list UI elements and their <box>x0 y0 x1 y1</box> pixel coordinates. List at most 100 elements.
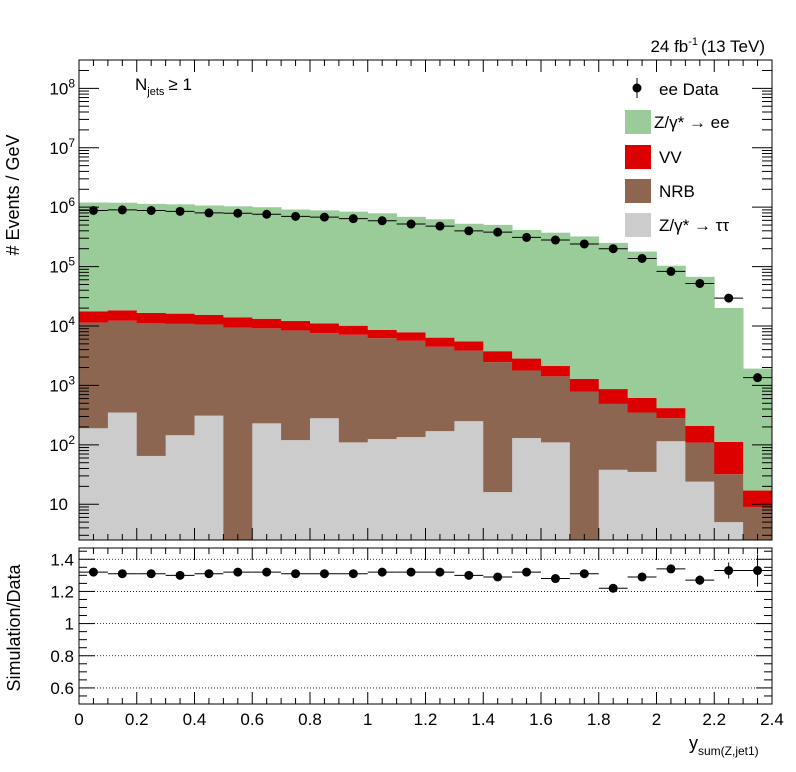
x-tick-label: 0.4 <box>183 710 207 729</box>
bar-vv-bin-8 <box>310 323 340 334</box>
ratio-y-tick-label: 1.4 <box>50 550 74 569</box>
bar-nrb-bin-1 <box>107 320 138 413</box>
bar-z-ee-bin-19 <box>627 251 657 398</box>
bar-z-ee-bin-3 <box>165 204 195 314</box>
main-y-tick-label: 103 <box>49 373 75 395</box>
bar-vv-bin-5 <box>223 317 253 328</box>
bar-nrb-bin-16 <box>541 376 571 443</box>
bar-z-ee-bin-9 <box>338 211 369 326</box>
x-tick-label: 1 <box>363 710 372 729</box>
bar-z-ee-bin-21 <box>685 276 715 426</box>
bar-vv-bin-2 <box>136 312 167 324</box>
bar-vv-bin-21 <box>685 425 715 443</box>
luminosity-label: 24 fb-1 (13 TeV) <box>650 36 765 56</box>
ratio-point-bin-5 <box>233 567 243 577</box>
x-tick-label: 2.4 <box>760 710 784 729</box>
bar-vv-bin-7 <box>281 321 311 331</box>
data-point-bin-11 <box>406 219 416 229</box>
data-point-bin-1 <box>117 205 127 215</box>
x-tick-label: 2 <box>652 710 661 729</box>
ratio-y-axis-title: Simulation/Data <box>4 563 24 691</box>
main-y-ticks: 10 102 103 104 105 106 107 108 <box>49 59 772 536</box>
stacked-histogram <box>79 202 773 540</box>
bar-vv-bin-9 <box>338 325 369 335</box>
legend-entry-zee: Z/γ* → ee <box>625 110 730 134</box>
bar-z--bin-14 <box>483 492 513 540</box>
legend-swatch-nrb <box>625 179 651 203</box>
bar-z--bin-1 <box>107 412 138 540</box>
data-point-bin-2 <box>146 205 156 215</box>
data-point-bin-22 <box>724 293 734 303</box>
data-point-bin-3 <box>175 206 185 216</box>
bar-z-ee-bin-10 <box>367 213 398 330</box>
legend-label-vv: VV <box>659 148 682 167</box>
ratio-point-bin-19 <box>637 572 647 582</box>
x-tick-label: 2.2 <box>702 710 726 729</box>
bar-nrb-bin-5 <box>223 327 253 540</box>
bar-z-ee-bin-7 <box>281 209 311 322</box>
bar-z-ee-bin-15 <box>512 229 542 359</box>
ratio-point-bin-7 <box>291 569 301 579</box>
data-points <box>79 205 772 383</box>
data-point-bin-10 <box>377 216 387 226</box>
bar-nrb-bin-10 <box>367 338 398 440</box>
bar-nrb-bin-7 <box>281 330 311 441</box>
bar-vv-bin-4 <box>194 314 224 325</box>
data-point-bin-16 <box>550 235 560 245</box>
data-point-bin-7 <box>291 211 301 221</box>
bar-z-ee-bin-4 <box>194 205 224 315</box>
bar-nrb-bin-20 <box>656 418 686 442</box>
ratio-point-bin-3 <box>175 570 185 580</box>
bar-z--bin-6 <box>252 423 282 540</box>
ratio-points <box>79 554 772 593</box>
ratio-point-bin-0 <box>88 567 98 577</box>
ratio-point-bin-9 <box>348 569 358 579</box>
bar-z--bin-11 <box>396 437 426 540</box>
legend-entry-nrb: NRB <box>625 179 695 203</box>
bar-vv-bin-13 <box>454 341 484 351</box>
bar-z--bin-18 <box>598 469 629 540</box>
ratio-point-bin-12 <box>435 567 445 577</box>
x-tick-label: 1.6 <box>529 710 553 729</box>
bar-vv-bin-19 <box>627 397 657 413</box>
bar-z-ee-bin-20 <box>656 265 686 409</box>
legend-swatch-zee <box>625 110 651 134</box>
legend-label-data: ee Data <box>659 80 719 99</box>
ratio-point-bin-13 <box>464 570 474 580</box>
bar-z-ee-bin-18 <box>598 242 629 390</box>
data-point-bin-21 <box>695 278 705 288</box>
bar-nrb-bin-18 <box>598 403 629 470</box>
bar-nrb-bin-17 <box>569 391 600 540</box>
bar-z-ee-bin-8 <box>310 210 340 324</box>
bar-z-ee-bin-0 <box>79 202 109 312</box>
data-point-bin-5 <box>233 208 243 218</box>
bar-nrb-bin-19 <box>627 412 657 472</box>
bar-z--bin-13 <box>454 421 484 540</box>
bar-nrb-bin-6 <box>252 328 282 424</box>
legend-swatch-ztautau <box>625 213 651 237</box>
x-tick-label: 1.4 <box>471 710 495 729</box>
ratio-point-bin-18 <box>608 583 618 593</box>
main-y-tick-label: 108 <box>49 76 75 98</box>
main-y-tick-label: 10 <box>49 495 68 514</box>
bar-z--bin-0 <box>79 428 109 540</box>
ratio-point-bin-20 <box>666 564 676 574</box>
legend: ee Data Z/γ* → ee VV NRB Z/γ* → ττ <box>625 78 730 237</box>
legend-entry-data: ee Data <box>632 78 719 99</box>
data-point-bin-14 <box>493 227 503 237</box>
main-y-tick-label: 106 <box>49 195 75 217</box>
data-point-bin-20 <box>666 266 676 276</box>
bar-vv-bin-6 <box>252 318 282 329</box>
x-tick-label: 1.2 <box>414 710 438 729</box>
data-point-bin-19 <box>637 253 647 263</box>
bar-nrb-bin-3 <box>165 323 195 436</box>
main-y-tick-label: 104 <box>49 314 75 336</box>
bar-nrb-bin-12 <box>425 346 455 432</box>
x-tick-label: 1.8 <box>587 710 611 729</box>
ratio-point-bin-16 <box>550 574 560 584</box>
main-y-tick-label: 107 <box>49 136 75 158</box>
ratio-point-bin-17 <box>579 569 589 579</box>
ratio-y-ticks: 0.6 0.8 1 1.2 1.4 <box>50 550 772 705</box>
bar-nrb-bin-14 <box>483 362 513 493</box>
legend-swatch-vv <box>625 145 651 169</box>
